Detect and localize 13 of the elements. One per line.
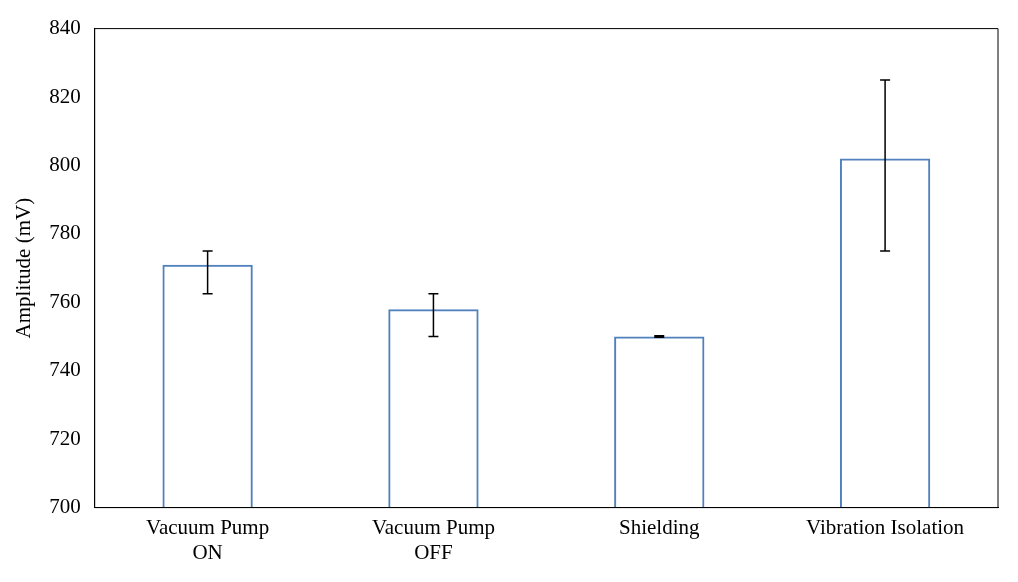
x-tick-label: Shielding (619, 514, 701, 539)
y-tick-label: 800 (49, 151, 81, 176)
y-tick-label: 720 (49, 425, 81, 450)
x-tick-label: Vacuum Pump ON (146, 514, 270, 564)
y-tick-label: 700 (49, 494, 81, 519)
y-axis-title: Amplitude (mV) (11, 197, 36, 339)
y-tick-label: 760 (49, 288, 81, 313)
x-tick-label: Vibration Isolation (806, 514, 965, 539)
y-tick-label: 820 (49, 83, 81, 108)
x-tick-label: Vacuum Pump OFF (371, 514, 495, 564)
y-tick-label: 740 (49, 357, 81, 382)
y-tick-label: 840 (49, 15, 81, 40)
y-tick-label: 780 (49, 220, 81, 245)
